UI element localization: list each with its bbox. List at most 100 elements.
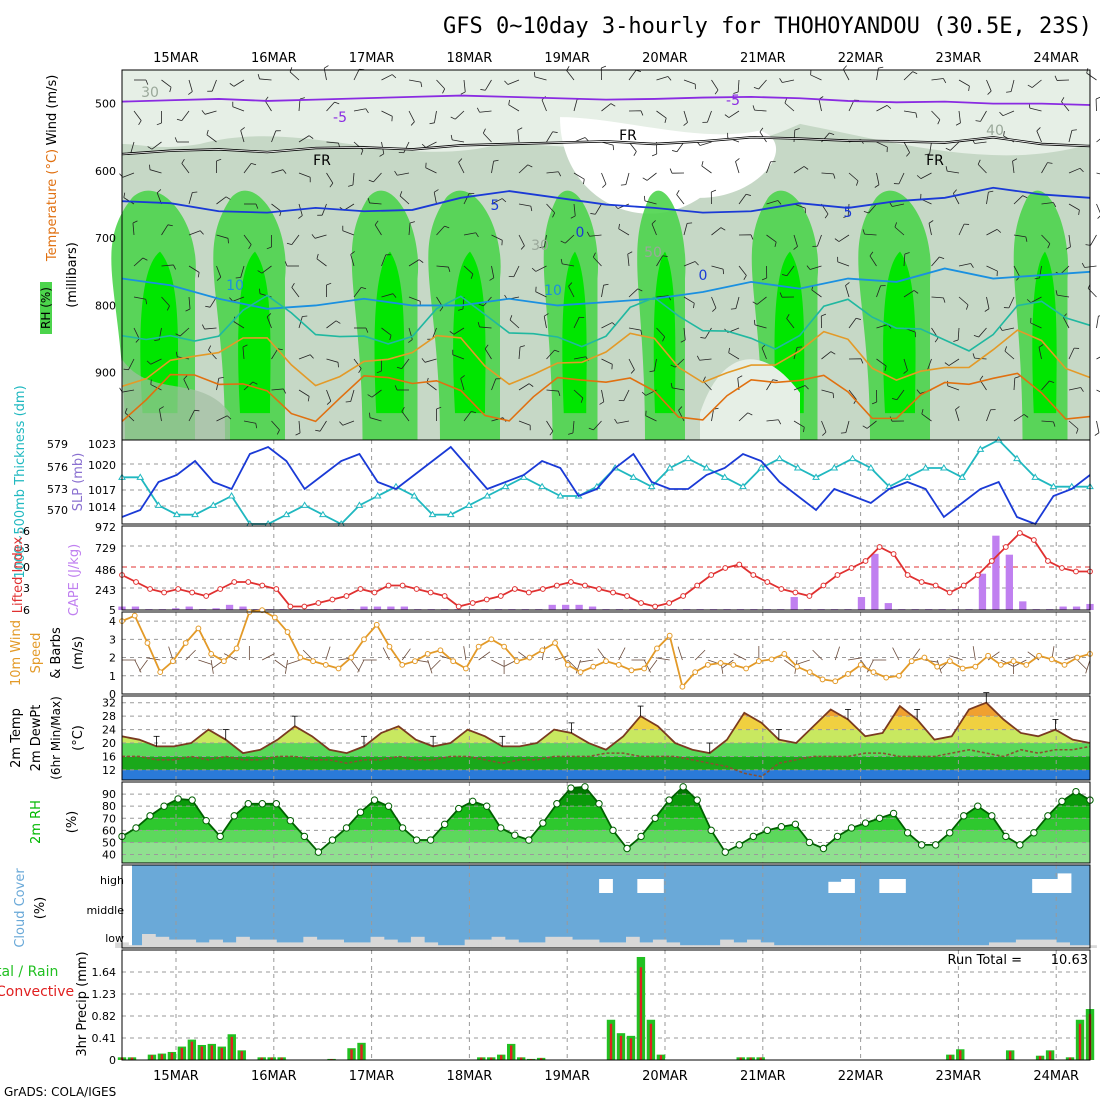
cape-bar bbox=[884, 603, 892, 610]
wind-barb bbox=[181, 163, 190, 174]
dewpoint-line bbox=[122, 745, 1091, 778]
surface-wind-barb bbox=[694, 649, 706, 661]
surface-wind-barb bbox=[567, 659, 578, 671]
wind-barb-flag bbox=[410, 121, 415, 126]
wind-barb-flag bbox=[1078, 209, 1080, 216]
wind-barb-flag bbox=[284, 261, 288, 267]
wind-barb bbox=[843, 69, 850, 81]
lifted-index-line-marker bbox=[483, 596, 490, 603]
low-cloud-bar bbox=[962, 945, 976, 948]
wind-barb bbox=[243, 420, 256, 424]
ylabel-cloud-unit: (%) bbox=[33, 897, 48, 920]
wind-barb-flag bbox=[728, 347, 730, 353]
wind-speed-line-marker bbox=[870, 669, 877, 676]
wind-barb bbox=[408, 327, 413, 340]
wind-barb-flag bbox=[694, 261, 699, 266]
wind-barb bbox=[766, 419, 779, 422]
wind-barb-flag bbox=[794, 128, 800, 131]
wind-barb-flag bbox=[173, 264, 177, 270]
low-cloud-bar bbox=[303, 936, 318, 948]
wind-barb-flag bbox=[662, 336, 666, 342]
wind-barb bbox=[1041, 420, 1054, 423]
temp-tick-label: 28 bbox=[102, 710, 116, 723]
wind-barb bbox=[766, 161, 771, 174]
lifted-index-line-marker bbox=[666, 600, 673, 606]
precip-convective-bar bbox=[180, 1047, 184, 1060]
cloud-level-label: low bbox=[105, 932, 124, 945]
high-cloud-bar bbox=[1057, 873, 1072, 893]
wind-barb bbox=[573, 356, 586, 360]
wind-barb bbox=[1004, 350, 1015, 360]
low-cloud-bar bbox=[182, 939, 197, 948]
low-cloud-bar bbox=[706, 945, 721, 948]
wind-barb bbox=[188, 230, 201, 236]
rh2m-line-marker bbox=[903, 829, 912, 837]
lifted-index-line-marker bbox=[778, 586, 785, 592]
low-cloud-bar bbox=[263, 939, 277, 948]
wind-barb-flag bbox=[970, 263, 974, 268]
lifted-index-line-marker bbox=[1059, 565, 1065, 571]
wind-barb bbox=[958, 79, 970, 87]
wind-barb bbox=[866, 420, 877, 429]
wind-barb bbox=[737, 79, 740, 92]
wind-barb-flag bbox=[637, 288, 643, 292]
rh2m-line-marker bbox=[525, 836, 533, 844]
precip-convective-bar bbox=[659, 1055, 663, 1060]
wind-barb-flag bbox=[915, 112, 918, 118]
temp-tick-label: 16 bbox=[102, 750, 116, 763]
wind-barb bbox=[122, 389, 135, 393]
rh2m-line-marker bbox=[202, 816, 210, 825]
precip-tick-label: 1.64 bbox=[92, 966, 117, 979]
wind-speed-line-marker bbox=[692, 669, 699, 676]
low-cloud-bar bbox=[760, 942, 775, 948]
lifted-index-line-marker bbox=[525, 589, 532, 596]
wind-barb-flag bbox=[680, 339, 686, 343]
rh2m-line-marker bbox=[440, 820, 449, 829]
wind-barb-flag bbox=[517, 127, 523, 131]
wind-barb bbox=[931, 256, 940, 267]
wind-barb-flag bbox=[1080, 387, 1084, 392]
wind-speed-line-marker bbox=[1023, 661, 1030, 668]
wind-barb-flag bbox=[450, 134, 453, 140]
wind-barb-flag bbox=[123, 368, 129, 371]
thickness-line-marker bbox=[848, 454, 857, 462]
wind-barb bbox=[876, 324, 889, 329]
wind-barb bbox=[232, 106, 245, 112]
thickness-line-marker bbox=[209, 501, 218, 508]
low-cloud-bar bbox=[841, 945, 855, 948]
lifted-index-line-marker bbox=[1016, 530, 1023, 536]
wind-barb bbox=[869, 255, 877, 267]
ylabel-dewpt: 2m DewPt bbox=[29, 705, 44, 772]
wind-barb bbox=[326, 320, 337, 329]
wind-barb-flag bbox=[436, 406, 442, 410]
wind-barb bbox=[782, 79, 795, 83]
wind-barb-flag bbox=[255, 203, 259, 209]
wind-barb-flag bbox=[701, 161, 704, 167]
isotherm-lower bbox=[121, 294, 1091, 352]
slp-tick-label: 1023 bbox=[88, 438, 116, 451]
wind-barb bbox=[628, 327, 641, 331]
wind-barb-flag bbox=[450, 116, 456, 120]
wind-barb-flag bbox=[843, 215, 849, 218]
wind-speed-line-marker bbox=[959, 665, 966, 672]
thickness-line-marker bbox=[410, 492, 419, 499]
wind-barb bbox=[986, 79, 992, 92]
wind-barb-flag bbox=[635, 69, 641, 72]
rh-tick-label: 40 bbox=[102, 849, 116, 862]
wind-barb bbox=[711, 265, 724, 270]
wind-barb bbox=[625, 172, 630, 185]
wind-barb bbox=[1013, 414, 1025, 422]
wind-barb bbox=[408, 259, 420, 267]
low-cloud-bar bbox=[236, 936, 250, 948]
wind-barb-flag bbox=[307, 396, 310, 402]
wind-barb-flag bbox=[123, 192, 126, 198]
precip-convective-bar bbox=[519, 1057, 523, 1060]
lifted-index-line-marker bbox=[764, 579, 771, 585]
wind-barb bbox=[326, 101, 335, 112]
low-cloud-bar bbox=[1056, 942, 1070, 948]
low-cloud-bar bbox=[195, 942, 210, 948]
wind-barb-flag bbox=[348, 184, 354, 187]
wind-barb bbox=[1008, 296, 1015, 309]
wind-tick-label: 3 bbox=[109, 633, 116, 646]
